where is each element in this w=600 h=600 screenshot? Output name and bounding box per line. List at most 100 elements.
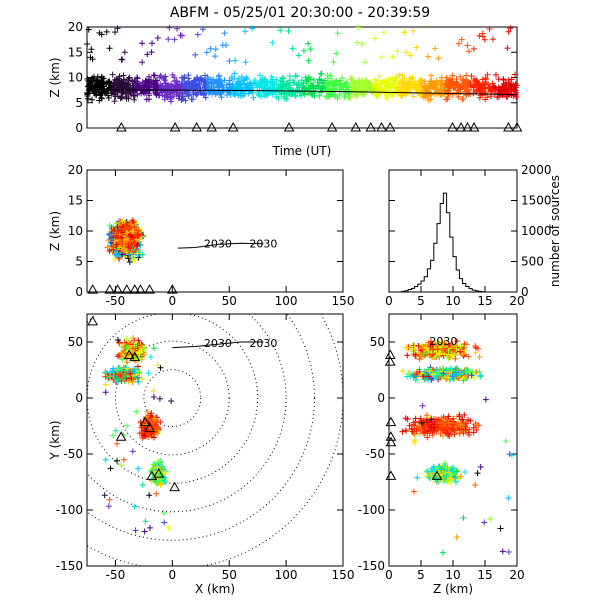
source-plus-mark — [106, 496, 113, 503]
source-plus-mark — [457, 343, 464, 350]
source-plus-mark — [510, 92, 517, 99]
range-ring — [87, 314, 287, 513]
station-triangle — [112, 284, 124, 294]
source-plus-mark — [207, 45, 214, 52]
source-plus-mark — [156, 478, 163, 485]
source-plus-mark — [146, 492, 153, 499]
source-plus-mark — [127, 370, 134, 377]
source-plus-mark — [342, 80, 349, 87]
y-axis-label: number of sources — [548, 175, 562, 287]
source-plus-mark — [237, 92, 244, 99]
x-tick-label: 20 — [509, 568, 524, 582]
source-plus-mark — [146, 73, 153, 80]
source-plus-mark — [102, 369, 109, 376]
station-triangle — [511, 121, 523, 132]
station-triangle — [503, 121, 514, 132]
station-triangle — [447, 121, 458, 132]
source-plus-mark — [462, 420, 469, 427]
source-plus-mark — [165, 524, 172, 531]
source-plus-mark — [221, 30, 228, 37]
source-plus-mark — [447, 83, 454, 90]
source-plus-mark — [107, 465, 114, 472]
source-plus-mark — [88, 46, 95, 53]
source-plus-mark — [135, 465, 142, 472]
source-plus-mark — [212, 53, 219, 60]
source-plus-mark — [154, 424, 161, 431]
source-plus-mark — [273, 81, 280, 88]
source-plus-mark — [394, 48, 401, 55]
source-plus-mark — [200, 90, 207, 97]
source-plus-mark — [313, 84, 320, 91]
source-plus-mark — [269, 79, 276, 86]
y-tick-label: -50 — [63, 447, 83, 461]
source-plus-mark — [499, 548, 506, 555]
source-plus-mark — [416, 77, 423, 84]
source-plus-mark — [97, 92, 104, 99]
source-plus-mark — [424, 374, 431, 381]
source-plus-mark — [439, 426, 446, 433]
source-plus-mark — [358, 40, 365, 47]
source-plus-mark — [443, 424, 450, 431]
track-label: 2030 — [249, 337, 277, 350]
source-plus-mark — [505, 28, 512, 35]
source-plus-mark — [112, 93, 119, 100]
source-plus-mark — [285, 28, 292, 35]
source-plus-mark — [159, 464, 166, 471]
source-plus-mark — [179, 78, 186, 85]
source-plus-mark — [118, 461, 125, 468]
source-plus-mark — [212, 46, 219, 53]
trend-line — [86, 89, 518, 96]
source-plus-mark — [139, 59, 146, 66]
source-plus-mark — [123, 94, 130, 101]
source-plus-mark — [289, 45, 296, 52]
source-plus-mark — [152, 77, 159, 84]
source-plus-mark — [130, 92, 137, 99]
source-plus-mark — [448, 80, 455, 87]
source-plus-mark — [448, 478, 455, 485]
range-ring — [114, 340, 230, 456]
source-plus-mark — [110, 90, 117, 97]
source-plus-mark — [162, 80, 169, 87]
source-plus-mark — [244, 76, 251, 83]
source-plus-mark — [457, 473, 464, 480]
x-tick-label: 0 — [169, 568, 177, 582]
source-plus-mark — [431, 424, 438, 431]
source-plus-mark — [413, 44, 420, 51]
source-plus-mark — [108, 235, 115, 242]
source-plus-mark — [205, 82, 212, 89]
source-plus-mark — [449, 345, 456, 352]
source-plus-mark — [120, 246, 127, 253]
source-plus-mark — [208, 76, 215, 83]
source-plus-mark — [151, 431, 158, 438]
source-plus-mark — [422, 82, 429, 89]
source-plus-mark — [268, 73, 275, 80]
source-plus-mark — [462, 375, 469, 382]
source-plus-mark — [355, 24, 362, 31]
station-triangle — [123, 349, 135, 359]
station-triangle — [121, 284, 133, 294]
range-ring — [143, 369, 202, 427]
source-plus-mark — [316, 83, 323, 90]
source-plus-mark — [463, 369, 470, 376]
source-plus-mark — [145, 96, 152, 103]
source-plus-mark — [215, 73, 222, 80]
x-tick-label: 0 — [385, 568, 393, 582]
source-plus-mark — [142, 77, 149, 84]
source-plus-mark — [450, 465, 457, 472]
source-plus-mark — [418, 419, 425, 426]
source-plus-mark — [405, 83, 412, 90]
source-plus-mark — [151, 416, 158, 423]
source-plus-mark — [349, 87, 356, 94]
source-plus-mark — [453, 534, 460, 541]
x-tick-label: -50 — [106, 568, 126, 582]
source-plus-mark — [481, 80, 488, 87]
source-plus-mark — [455, 93, 462, 100]
source-plus-mark — [385, 76, 392, 83]
source-plus-mark — [293, 87, 300, 94]
source-plus-mark — [145, 370, 152, 377]
source-plus-mark — [431, 354, 438, 361]
station-triangle — [385, 431, 397, 441]
source-plus-mark — [149, 40, 156, 47]
source-plus-mark — [486, 26, 493, 33]
